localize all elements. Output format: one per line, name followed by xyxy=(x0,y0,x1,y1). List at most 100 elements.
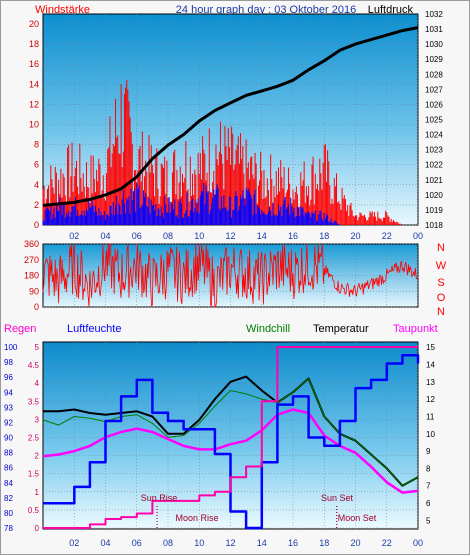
x-tick-label-bottom: 08 xyxy=(163,538,173,548)
x-tick-label-bottom: 00 xyxy=(413,538,423,548)
compass-n-bottom: N xyxy=(437,306,445,318)
temp-tick-label: 6 xyxy=(426,499,431,508)
rain-tick-label: 4.5 xyxy=(28,361,40,370)
chart-title: 24 hour graph day : 03 Oktober 2016 xyxy=(176,4,356,16)
y-left-tick-label: 4 xyxy=(34,180,39,190)
x-tick-label-top: 20 xyxy=(350,231,360,241)
humidity-tick-label: 94 xyxy=(4,388,13,397)
temp-tick-label: 10 xyxy=(426,430,435,439)
compass-w: W xyxy=(436,260,447,272)
left-axis-label: Windstärke xyxy=(35,4,90,16)
series-layer xyxy=(42,26,420,530)
x-tick-label-top: 06 xyxy=(132,231,142,241)
legend-taupunkt: Taupunkt xyxy=(393,323,438,335)
y-right-tick-label: 1030 xyxy=(425,40,443,49)
legend-regen: Regen xyxy=(4,323,36,335)
temp-tick-label: 11 xyxy=(426,412,435,421)
y-right-tick-label: 1019 xyxy=(425,206,443,215)
humidity-tick-label: 84 xyxy=(4,479,13,488)
temp-tick-label: 14 xyxy=(426,361,435,370)
x-tick-label-top: 10 xyxy=(194,231,204,241)
x-tick-label-bottom: 12 xyxy=(225,538,235,548)
x-tick-label-top: 02 xyxy=(69,231,79,241)
direction-tick-label: 270 xyxy=(24,255,39,265)
x-tick-label-bottom: 04 xyxy=(100,538,110,548)
humidity-tick-label: 96 xyxy=(4,373,13,382)
direction-trace xyxy=(42,243,418,308)
y-right-tick-label: 1031 xyxy=(425,25,443,34)
y-right-tick-label: 1025 xyxy=(425,116,443,125)
y-right-tick-label: 1024 xyxy=(425,131,443,140)
x-tick-label-top: 22 xyxy=(382,231,392,241)
y-right-tick-label: 1032 xyxy=(425,10,443,19)
y-right-tick-label: 1021 xyxy=(425,176,443,185)
x-tick-label-bottom: 22 xyxy=(382,538,392,548)
humidity-tick-label: 92 xyxy=(4,418,13,427)
y-left-tick-label: 18 xyxy=(29,39,39,49)
temp-tick-label: 7 xyxy=(426,482,431,491)
humidity-tick-label: 78 xyxy=(4,524,13,533)
temp-tick-label: 13 xyxy=(426,378,435,387)
y-left-tick-label: 16 xyxy=(29,59,39,69)
y-right-tick-label: 1027 xyxy=(425,85,443,94)
humidity-tick-label: 82 xyxy=(4,494,13,503)
temp-tick-label: 12 xyxy=(426,395,435,404)
y-right-tick-label: 1028 xyxy=(425,70,443,79)
x-tick-label-bottom: 10 xyxy=(194,538,204,548)
y-left-tick-label: 12 xyxy=(29,99,39,109)
y-right-tick-label: 1023 xyxy=(425,146,443,155)
x-tick-label-top: 04 xyxy=(100,231,110,241)
x-tick-label-bottom: 18 xyxy=(319,538,329,548)
right-axis-label: Luftdruck xyxy=(368,4,414,16)
legend-temperatur: Temperatur xyxy=(313,323,369,335)
y-left-tick-label: 0 xyxy=(34,220,39,230)
x-tick-label-bottom: 20 xyxy=(350,538,360,548)
legend-luftfeuchte: Luftfeuchte xyxy=(67,323,121,335)
rain-tick-label: 1.5 xyxy=(28,470,40,479)
y-left-tick-label: 10 xyxy=(29,120,39,130)
y-right-tick-label: 1020 xyxy=(425,191,443,200)
x-tick-label-bottom: 14 xyxy=(257,538,267,548)
rain-tick-label: 3 xyxy=(35,415,40,424)
y-right-tick-label: 1022 xyxy=(425,161,443,170)
humidity-tick-label: 98 xyxy=(4,358,13,367)
x-tick-label-top: 16 xyxy=(288,231,298,241)
rain-tick-label: 0.5 xyxy=(28,506,40,515)
rain-tick-label: 5 xyxy=(35,343,40,352)
x-tick-label-top: 12 xyxy=(225,231,235,241)
humidity-tick-label: 88 xyxy=(4,449,13,458)
annotation-moon-set: Moon Set xyxy=(338,513,377,523)
direction-tick-label: 90 xyxy=(29,286,39,296)
series-luftdruck xyxy=(42,26,419,207)
humidity-tick-label: 80 xyxy=(4,509,13,518)
humidity-tick-label: 100 xyxy=(4,343,18,352)
series-regen xyxy=(43,346,418,529)
temp-tick-label: 9 xyxy=(426,447,431,456)
rain-tick-label: 2 xyxy=(35,452,40,461)
annotation-sun-set: Sun Set xyxy=(321,493,354,503)
humidity-tick-label: 90 xyxy=(4,434,13,443)
humidity-tick-label: 86 xyxy=(4,464,13,473)
rain-tick-label: 0 xyxy=(35,524,40,533)
series-windrichtung xyxy=(42,243,418,308)
y-left-tick-label: 14 xyxy=(29,79,39,89)
axis-ticks: 0202040406060808101012121414161618182020… xyxy=(4,10,443,548)
temp-tick-label: 5 xyxy=(426,516,431,525)
series-luftfeuchte xyxy=(43,353,420,530)
compass-o: O xyxy=(437,292,446,304)
temp-tick-label: 8 xyxy=(426,464,431,473)
direction-tick-label: 180 xyxy=(24,271,39,281)
y-right-tick-label: 1029 xyxy=(425,55,443,64)
temp-tick-label: 15 xyxy=(426,343,435,352)
annotation-moon-rise: Moon Rise xyxy=(175,513,218,523)
legend-windchill: Windchill xyxy=(246,323,290,335)
y-left-tick-label: 8 xyxy=(34,140,39,150)
rain-tick-label: 3.5 xyxy=(28,397,40,406)
rain-tick-label: 4 xyxy=(35,379,40,388)
annotation-sun-rise: Sun Rise xyxy=(141,493,178,503)
humidity-tick-label: 93 xyxy=(4,403,13,412)
y-left-tick-label: 20 xyxy=(29,19,39,29)
y-right-tick-label: 1018 xyxy=(425,221,443,230)
x-tick-label-top: 18 xyxy=(319,231,329,241)
